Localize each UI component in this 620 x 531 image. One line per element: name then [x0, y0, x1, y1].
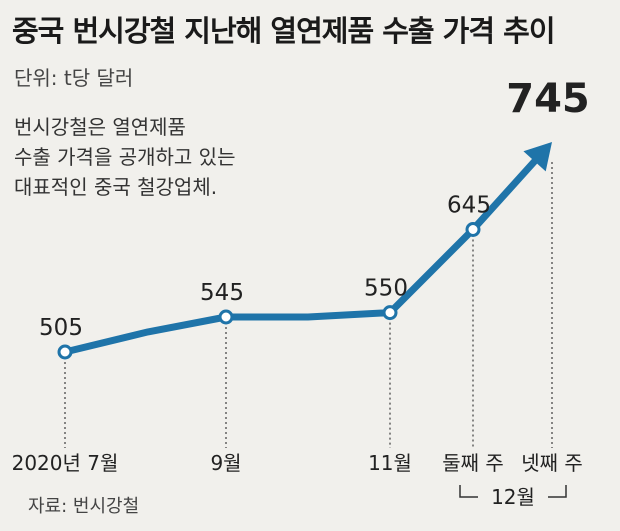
data-point — [382, 305, 398, 321]
group-bracket-left — [459, 485, 478, 498]
x-tick-label: 11월 — [368, 451, 412, 475]
data-point — [57, 344, 73, 360]
unit-label: 단위: t당 달러 — [14, 66, 134, 90]
value-label: 745 — [506, 76, 590, 122]
data-point — [465, 222, 481, 237]
note-line: 수출 가격을 공개하고 있는 — [14, 145, 236, 169]
value-label: 645 — [447, 193, 491, 219]
chart-note: 번시강철은 열연제품 수출 가격을 공개하고 있는 대표적인 중국 철강업체. — [14, 112, 235, 202]
series-line — [61, 156, 540, 356]
group-bracket-right — [548, 485, 567, 498]
x-tick-label: 9월 — [210, 451, 241, 475]
data-point — [218, 309, 234, 325]
note-line: 번시강철은 열연제품 — [14, 115, 186, 139]
x-tick-label: 넷째 주 — [521, 451, 583, 475]
note-line: 대표적인 중국 철강업체. — [14, 175, 218, 199]
chart-title: 중국 번시강철 지난해 열연제품 수출 가격 추이 — [12, 14, 555, 48]
value-label: 550 — [364, 276, 408, 302]
value-label: 545 — [200, 280, 244, 306]
source-label: 자료: 번시강철 — [28, 496, 140, 517]
value-label: 505 — [39, 315, 83, 341]
arrow-head-icon — [523, 142, 552, 172]
x-tick-label: 둘째 주 — [442, 451, 504, 475]
x-tick-label: 2020년 7월 — [12, 451, 119, 475]
group-label: 12월 — [491, 485, 535, 509]
